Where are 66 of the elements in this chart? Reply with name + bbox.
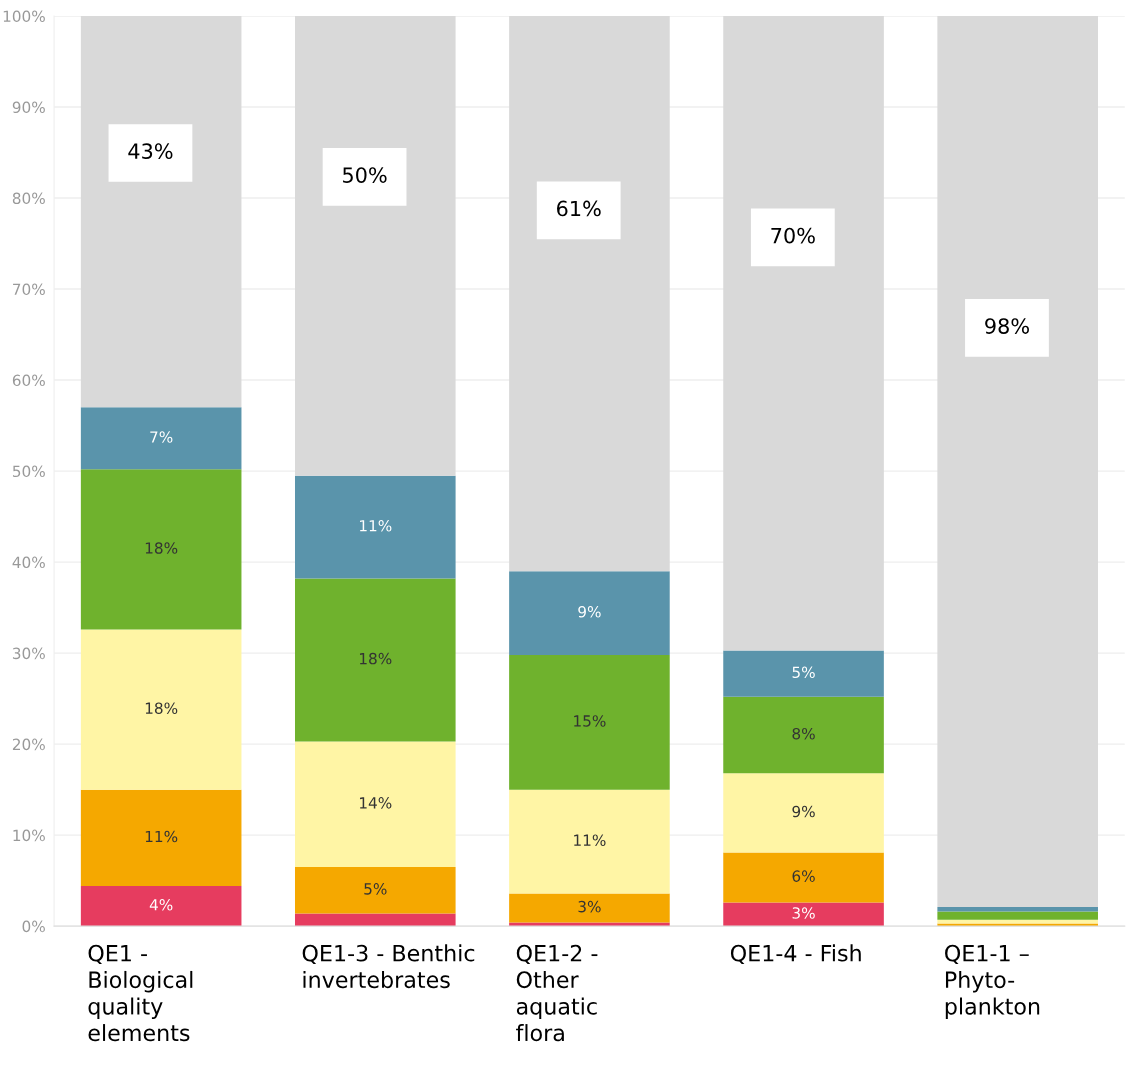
- y-tick-label: 30%: [12, 647, 45, 660]
- data-label: 6%: [792, 870, 815, 882]
- data-label: 43%: [128, 143, 173, 160]
- data-label: 11%: [574, 834, 606, 846]
- data-label: 9%: [792, 805, 815, 818]
- data-label: 3%: [792, 907, 815, 919]
- data-label: 5%: [364, 883, 387, 895]
- bar: [509, 893, 670, 923]
- y-tick-label: 100%: [3, 10, 45, 23]
- bar: [294, 913, 456, 927]
- bar: [723, 696, 884, 774]
- data-label: 11%: [145, 830, 178, 843]
- data-label: 50%: [343, 167, 387, 183]
- bar: [509, 16, 670, 572]
- bar: [294, 578, 456, 742]
- data-label: 7%: [150, 431, 173, 443]
- bar: [723, 902, 884, 927]
- y-tick-label: 80%: [12, 192, 45, 205]
- data-label: 3%: [578, 900, 601, 913]
- data-label: 15%: [574, 715, 606, 727]
- y-tick-label: 90%: [12, 101, 45, 114]
- data-label: 18%: [145, 702, 178, 714]
- data-label: 5%: [792, 666, 815, 679]
- bar: [80, 407, 242, 470]
- data-label: 8%: [792, 727, 815, 740]
- x-tick-label: QE1-1 – Phyto- plankton: [945, 944, 1040, 1020]
- bar: [294, 16, 456, 476]
- data-label: 9%: [578, 605, 601, 618]
- data-label: 18%: [145, 542, 178, 554]
- bar: [80, 886, 242, 927]
- bar: [509, 571, 670, 655]
- bar: [80, 789, 242, 887]
- data-label: 18%: [359, 652, 392, 665]
- bar: [723, 650, 884, 697]
- bar: [937, 16, 1098, 908]
- x-tick-label: QE1-4 - Fish: [730, 944, 861, 965]
- y-tick-label: 70%: [13, 283, 45, 296]
- bar: [723, 852, 884, 903]
- bar: [80, 469, 242, 630]
- bar: [723, 773, 884, 853]
- bar: [937, 907, 1098, 912]
- bar: [294, 475, 456, 579]
- y-tick-label: 60%: [12, 374, 45, 387]
- data-label: 14%: [359, 797, 392, 809]
- bar: [80, 16, 242, 408]
- bar: [80, 629, 242, 790]
- bar: [509, 654, 670, 790]
- bar: [294, 741, 456, 867]
- bar: [294, 867, 456, 914]
- bar: [509, 789, 670, 894]
- data-label: 4%: [149, 899, 173, 911]
- bar: [723, 16, 884, 651]
- y-tick-label: 0%: [22, 920, 45, 933]
- data-label: 11%: [359, 519, 392, 532]
- x-tick-label: QE1-2 - Other aquatic flora: [516, 944, 598, 1042]
- data-label: 70%: [771, 227, 815, 244]
- y-tick-label: 20%: [12, 738, 45, 751]
- y-tick-label: 50%: [12, 465, 45, 478]
- x-tick-label: QE1 - Biological quality elements: [88, 944, 193, 1042]
- x-tick-label: QE1-3 - Benthic invertebrates: [302, 944, 475, 989]
- bar: [937, 923, 1098, 927]
- y-tick-label: 40%: [12, 556, 45, 569]
- y-tick-label: 10%: [13, 829, 45, 842]
- data-label: 61%: [557, 200, 601, 217]
- bar: [937, 911, 1098, 920]
- data-label: 98%: [985, 318, 1029, 334]
